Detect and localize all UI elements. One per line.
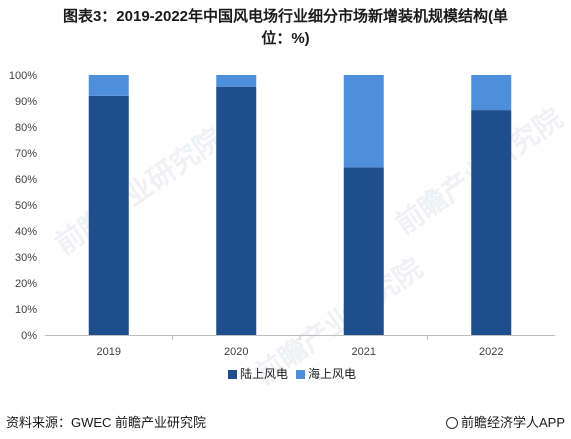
- x-tick-label: 2020: [224, 346, 248, 358]
- footer: 资料来源：GWEC 前瞻产业研究院 前瞻经济学人APP: [0, 412, 571, 434]
- bar-segment-onshore: [88, 95, 129, 335]
- bar-segment-onshore: [216, 86, 257, 335]
- y-tick-label: 60%: [15, 174, 37, 186]
- y-tick-label: 20%: [15, 278, 37, 290]
- legend-label: 陆上风电: [240, 366, 288, 381]
- y-tick-label: 100%: [9, 70, 37, 82]
- brand-label: 前瞻经济学人APP: [445, 412, 565, 431]
- bar-segment-offshore: [343, 75, 384, 168]
- y-tick-label: 70%: [15, 148, 37, 160]
- x-tick-label: 2022: [479, 346, 503, 358]
- bar-segment-onshore: [471, 110, 512, 335]
- bar-segment-offshore: [88, 75, 129, 96]
- legend-swatch: [296, 370, 305, 379]
- chart-title-line1: 图表3：2019-2022年中国风电场行业细分市场新增装机规模结构(单: [62, 8, 509, 25]
- y-tick-label: 90%: [15, 96, 37, 108]
- bar-segment-offshore: [216, 75, 257, 87]
- bar-segment-onshore: [343, 167, 384, 335]
- y-tick-label: 50%: [15, 200, 37, 212]
- legend-label: 海上风电: [308, 366, 356, 381]
- y-tick-label: 30%: [15, 252, 37, 264]
- y-tick-label: 0%: [21, 330, 37, 342]
- y-tick-label: 80%: [15, 122, 37, 134]
- brand-text: 前瞻经济学人APP: [460, 415, 565, 430]
- legend-swatch: [228, 370, 237, 379]
- y-tick-label: 10%: [15, 304, 37, 316]
- x-tick-label: 2021: [352, 346, 376, 358]
- bar-segment-offshore: [471, 75, 512, 111]
- source-note: 资料来源：GWEC 前瞻产业研究院: [6, 415, 207, 430]
- x-tick-label: 2019: [97, 346, 121, 358]
- chart-title-line2: 位：%): [261, 30, 310, 47]
- brand-logo-icon: [445, 417, 458, 429]
- stacked-bar-chart: 0% 10% 20% 30% 40% 50% 60% 70% 80% 90% 100% 2019 202…: [9, 70, 555, 381]
- chart-title: 图表3：2019-2022年中国风电场行业细分市场新增装机规模结构(单 位：%): [8, 6, 563, 50]
- y-tick-label: 40%: [15, 226, 37, 238]
